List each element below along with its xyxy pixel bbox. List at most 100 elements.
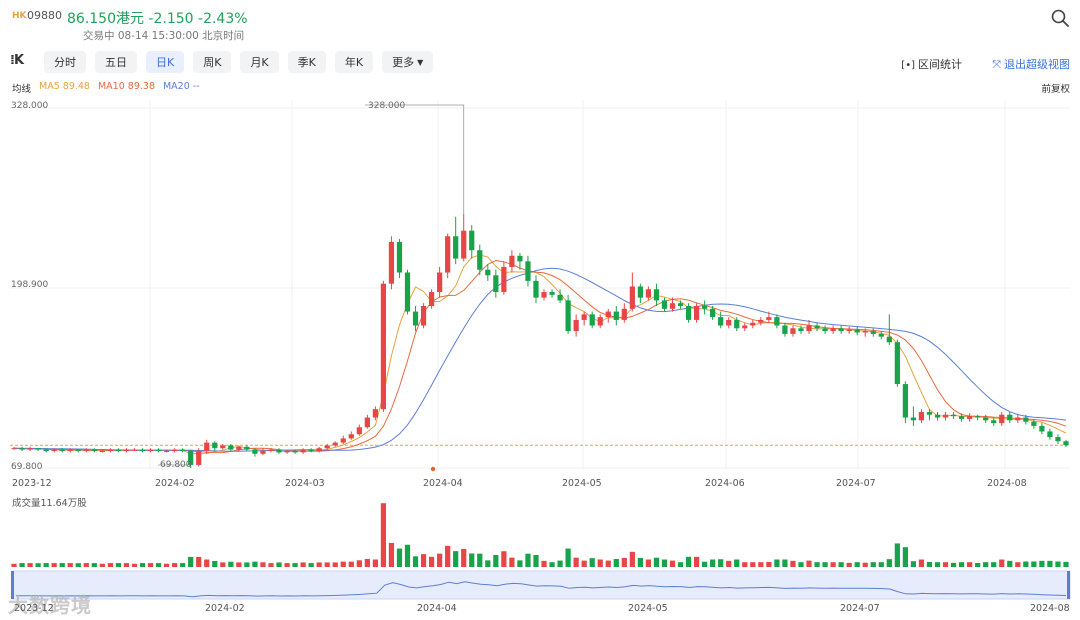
candle-body bbox=[742, 325, 748, 329]
y-label-bottom: 69.800 bbox=[11, 462, 43, 472]
volume-bar bbox=[204, 559, 210, 567]
volume-bar bbox=[35, 563, 41, 567]
sidebar-toggle-icon[interactable]: ⁞K bbox=[10, 53, 24, 68]
candle-body bbox=[35, 448, 41, 450]
tab-quarter-k[interactable]: 季K bbox=[287, 51, 326, 73]
volume-bar bbox=[332, 562, 338, 567]
volume-bar bbox=[1055, 561, 1061, 567]
candle-body bbox=[975, 416, 981, 418]
range-stats-label: 区间统计 bbox=[918, 58, 962, 71]
exit-super-view-label: 退出超级视图 bbox=[1004, 58, 1070, 71]
volume-bar bbox=[573, 557, 579, 567]
volume-bar bbox=[445, 545, 451, 567]
volume-bar bbox=[517, 560, 523, 567]
candle-body bbox=[702, 305, 708, 309]
candle-body bbox=[19, 448, 25, 450]
volume-bar bbox=[613, 559, 619, 567]
bracket-icon: [•] bbox=[901, 60, 915, 71]
volume-bar bbox=[661, 559, 668, 567]
candle-body bbox=[854, 329, 860, 333]
expand-icon: ⤧ bbox=[992, 58, 1001, 71]
volume-bar bbox=[220, 562, 226, 567]
volume-bar bbox=[244, 562, 250, 567]
volume-bar bbox=[806, 560, 812, 567]
volume-bar bbox=[726, 560, 732, 567]
candle-body bbox=[677, 303, 684, 306]
volume-bar bbox=[428, 556, 435, 567]
tab-day-k[interactable]: 日K bbox=[146, 51, 185, 73]
candle-body bbox=[228, 445, 234, 450]
volume-bar bbox=[180, 563, 186, 567]
volume-bar bbox=[1007, 560, 1013, 567]
candle-body bbox=[67, 449, 73, 451]
volume-bar bbox=[878, 562, 884, 567]
tab-minute[interactable]: 分时 bbox=[44, 51, 86, 73]
candle-body bbox=[758, 319, 764, 323]
volume-bar bbox=[886, 559, 892, 567]
volume-bar bbox=[276, 562, 282, 567]
volume-bar bbox=[958, 562, 965, 567]
volume-bar bbox=[404, 544, 411, 567]
candle-body bbox=[107, 449, 113, 451]
volume-bar bbox=[597, 559, 603, 567]
y-label-mid: 198.900 bbox=[11, 280, 49, 290]
exit-super-view-button[interactable]: ⤧ 退出超级视图 bbox=[992, 56, 1070, 72]
volume-bar bbox=[1039, 560, 1045, 567]
candle-body bbox=[637, 286, 643, 298]
tab-five-day[interactable]: 五日 bbox=[95, 51, 137, 73]
candle-body bbox=[934, 414, 941, 418]
candle-body bbox=[926, 411, 933, 415]
candle-body bbox=[790, 328, 796, 334]
candle-body bbox=[477, 250, 483, 270]
volume-bar bbox=[469, 553, 475, 567]
candle-body bbox=[589, 314, 595, 326]
volume-bar bbox=[115, 563, 122, 567]
volume-bar bbox=[356, 560, 362, 567]
volume-bar bbox=[380, 503, 387, 567]
volume-bar bbox=[918, 559, 925, 567]
candle-body bbox=[123, 449, 130, 451]
tab-week-k[interactable]: 周K bbox=[193, 51, 232, 73]
tab-more[interactable]: 更多 ▼ bbox=[382, 51, 434, 73]
volume-bar bbox=[967, 562, 973, 567]
volume-bar bbox=[934, 562, 941, 567]
candle-body bbox=[99, 450, 105, 452]
search-icon[interactable] bbox=[1050, 8, 1070, 28]
volume-bar bbox=[236, 562, 242, 567]
volume-bar bbox=[533, 555, 539, 567]
candle-body bbox=[1007, 414, 1013, 421]
ma10-label: MA10 89.38 bbox=[97, 81, 155, 92]
candle-body bbox=[621, 308, 627, 320]
candle-body bbox=[437, 272, 443, 293]
candles bbox=[11, 213, 1069, 468]
range-stats-button[interactable]: [•] 区间统计 bbox=[901, 56, 962, 72]
candle-body bbox=[300, 449, 306, 453]
candle-body bbox=[525, 261, 531, 281]
x-label: 2024-02 bbox=[155, 478, 195, 489]
volume-bar bbox=[621, 557, 627, 567]
candle-body bbox=[557, 294, 563, 301]
volume-bar bbox=[718, 559, 724, 567]
volume-bar bbox=[942, 562, 949, 567]
volume-bar bbox=[1023, 561, 1029, 567]
volume-bar bbox=[693, 556, 700, 567]
nav-x-label: 2024-07 bbox=[840, 603, 880, 614]
x-label: 2024-06 bbox=[705, 478, 745, 489]
candle-body bbox=[983, 417, 989, 421]
candle-body bbox=[910, 417, 917, 421]
price-line: 86.150港元 -2.150 -2.43% bbox=[67, 11, 248, 27]
volume-bar bbox=[51, 563, 57, 567]
price-adjust-toggle[interactable]: 前复权 bbox=[1041, 84, 1070, 95]
volume-bar bbox=[710, 559, 716, 567]
candle-body bbox=[420, 305, 427, 326]
volume-bar bbox=[1063, 561, 1069, 567]
market-badge: HK bbox=[12, 11, 27, 21]
tab-year-k[interactable]: 年K bbox=[334, 51, 374, 73]
tab-month-k[interactable]: 月K bbox=[240, 51, 279, 73]
candle-body bbox=[605, 311, 611, 318]
candle-body bbox=[396, 241, 403, 273]
volume-bar bbox=[758, 562, 764, 567]
candle-body bbox=[316, 448, 322, 451]
nav-x-label: 2023-12 bbox=[14, 603, 54, 614]
